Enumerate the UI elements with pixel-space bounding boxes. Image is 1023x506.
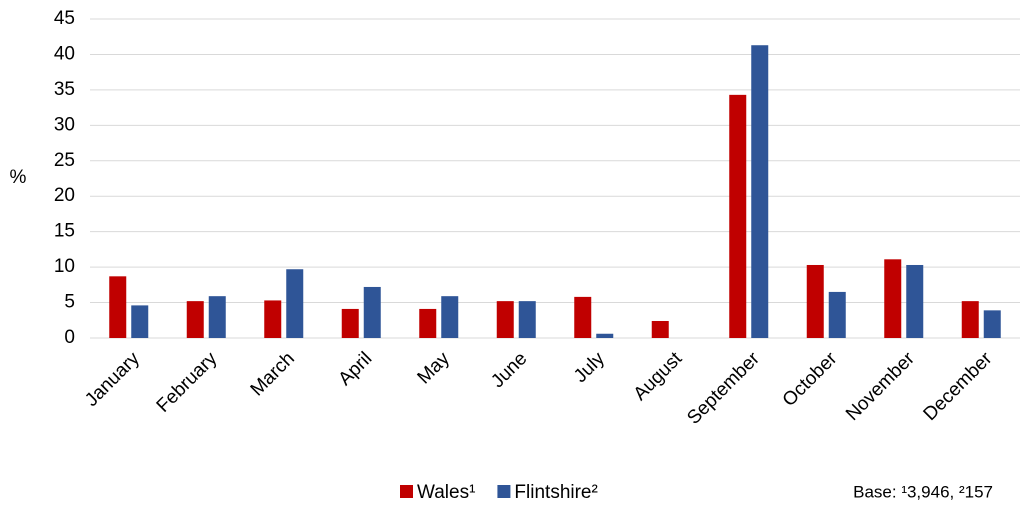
bar <box>651 320 669 338</box>
bar <box>906 264 924 338</box>
bar <box>961 301 979 338</box>
bar <box>109 276 127 338</box>
y-tick-label: 45 <box>54 8 75 29</box>
base-note: Base: ¹3,946, ²157 <box>853 482 993 501</box>
y-tick-label: 20 <box>54 185 75 206</box>
x-tick-label: September <box>683 348 764 429</box>
bar <box>574 296 592 338</box>
bar <box>419 308 437 338</box>
bar <box>441 296 459 338</box>
legend-swatch <box>497 485 511 498</box>
bar <box>884 259 902 338</box>
x-tick-label: October <box>779 348 842 411</box>
y-tick-label: 35 <box>54 79 75 100</box>
bar <box>363 286 381 338</box>
bar <box>806 264 824 338</box>
y-tick-label: 30 <box>54 114 75 135</box>
legend-label: Flintshire² <box>514 482 597 503</box>
bar <box>729 94 747 339</box>
x-tick-label: August <box>630 348 687 405</box>
y-tick-label: 10 <box>54 256 75 277</box>
bar <box>596 333 614 338</box>
x-tick-label: March <box>247 348 299 400</box>
x-tick-label: May <box>414 348 455 389</box>
x-tick-label: April <box>335 348 377 390</box>
bar <box>208 296 226 338</box>
y-tick-label: 15 <box>54 221 75 242</box>
bar <box>496 301 514 338</box>
bar <box>131 305 149 338</box>
legend-swatch <box>400 485 413 498</box>
bar <box>286 269 304 338</box>
bar <box>341 308 359 338</box>
x-tick-label: February <box>153 348 222 417</box>
y-tick-label: 40 <box>54 43 75 64</box>
y-tick-label: 0 <box>64 327 75 348</box>
x-tick-label: July <box>570 348 609 387</box>
x-tick-label: November <box>842 348 919 425</box>
y-tick-label: 25 <box>54 150 75 171</box>
bar <box>751 45 769 339</box>
bar <box>264 300 282 338</box>
bar <box>828 291 846 338</box>
bar <box>518 301 536 338</box>
y-axis-label: % <box>10 167 27 188</box>
bar <box>186 301 204 338</box>
bar <box>983 310 1001 338</box>
x-tick-label: January <box>81 348 144 411</box>
x-tick-label: June <box>487 348 531 392</box>
legend-label: Wales¹ <box>417 482 475 503</box>
x-tick-label: December <box>920 348 997 425</box>
y-tick-label: 5 <box>64 292 75 313</box>
